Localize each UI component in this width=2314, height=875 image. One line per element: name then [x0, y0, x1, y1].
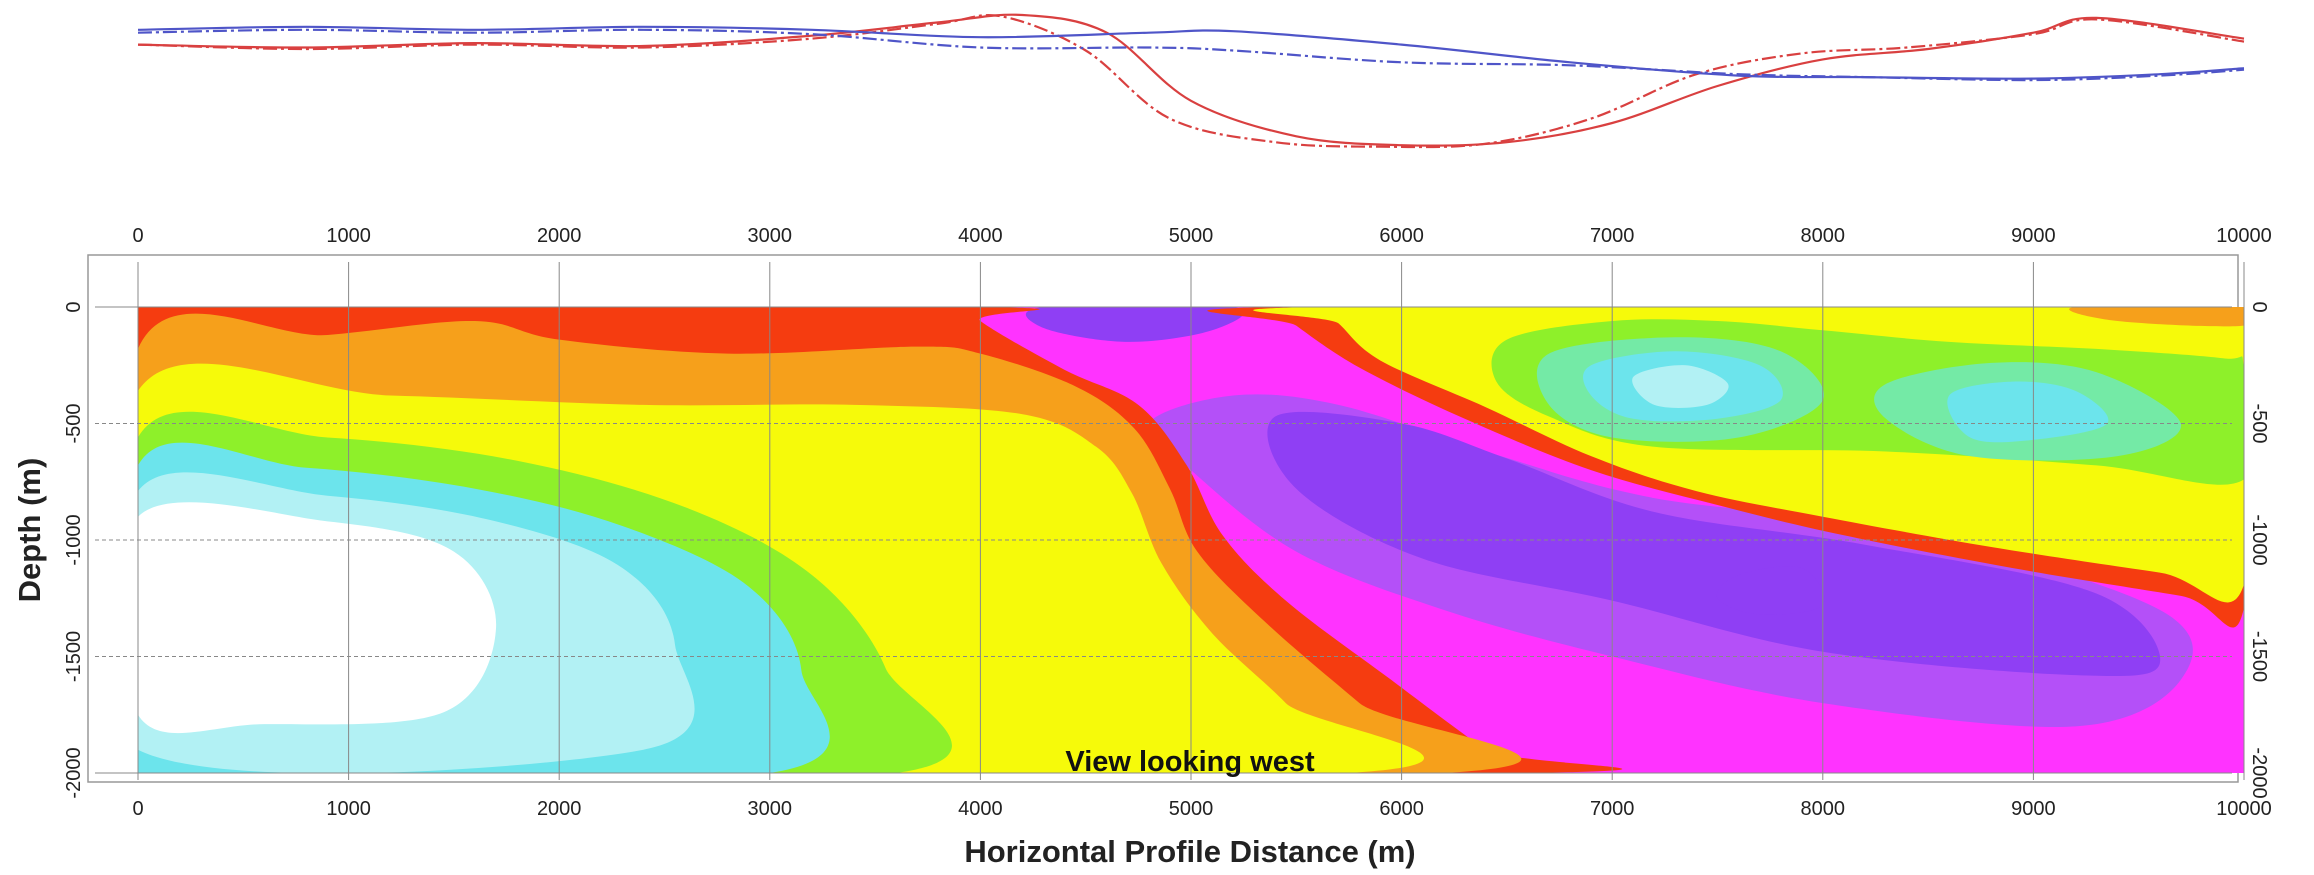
x-tick-label-top: 1000: [326, 225, 371, 247]
heatmap-region-cyan-pocket-b: [1947, 381, 2109, 443]
x-tick-labels-top: 0 1000 2000 3000 4000 5000 6000 7000 8000 9000 100…: [132, 225, 2271, 247]
y-tick-label-right: -1500: [2248, 631, 2270, 682]
x-tick-label-top: 10000: [2216, 225, 2272, 247]
x-tick-label-top: 9000: [2011, 225, 2056, 247]
x-tick-label-bottom: 10000: [2216, 798, 2272, 820]
x-tick-label-bottom: 9000: [2011, 798, 2056, 820]
profile-line-plot: [137, 13, 2245, 149]
x-tick-label-top: 8000: [1801, 225, 1846, 247]
y-axis-title: Depth (m): [12, 458, 47, 603]
y-tick-label-left: -1000: [63, 514, 85, 565]
y-tick-label-left: -500: [63, 403, 85, 443]
heatmap-region-orange-corner: [2069, 307, 2244, 327]
profile-line-1: [137, 13, 2245, 147]
x-tick-label-top: 6000: [1379, 225, 1424, 247]
heatmap-contour-regions: [138, 307, 2244, 773]
x-axis-title: Horizontal Profile Distance (m): [964, 834, 1415, 869]
heatmap-region-light-cyan-pocket-a: [1632, 365, 1729, 408]
x-tick-label-bottom: 3000: [748, 798, 793, 820]
heatmap-region-white-core: [138, 502, 497, 734]
profile-line-3: [137, 25, 2245, 80]
y-tick-label-left: -2000: [63, 747, 85, 798]
x-tick-label-bottom: 4000: [958, 798, 1003, 820]
x-tick-label-top: 3000: [748, 225, 793, 247]
x-tick-label-bottom: 6000: [1379, 798, 1424, 820]
y-tick-label-right: -2000: [2248, 747, 2270, 798]
x-tick-labels-bottom: 0 1000 2000 3000 4000 5000 6000 7000 8000 9000 100…: [132, 798, 2271, 820]
heatmap-region-deep-violet: [1267, 411, 2161, 677]
x-tick-label-bottom: 2000: [537, 798, 582, 820]
heatmap-region-violet-patch: [1025, 307, 1245, 342]
x-tick-label-top: 4000: [958, 225, 1003, 247]
y-tick-label-right: -500: [2248, 403, 2270, 443]
heatmap-region-deep-violet-spot: [1716, 566, 1825, 615]
y-tick-labels-right: 0 -500 -1000 -1500 -2000: [2248, 301, 2270, 798]
profile-line-2: [137, 14, 2245, 149]
y-tick-labels-left: 0 -500 -1000 -1500 -2000: [63, 301, 85, 798]
y-tick-label-left: -1500: [63, 631, 85, 682]
x-tick-label-bottom: 5000: [1169, 798, 1214, 820]
x-tick-label-top: 5000: [1169, 225, 1214, 247]
y-tick-label-right: 0: [2248, 301, 2270, 312]
x-tick-label-bottom: 7000: [1590, 798, 1635, 820]
heatmap-gridlines: [95, 262, 2245, 780]
y-tick-label-left: 0: [63, 301, 85, 312]
x-tick-label-top: 2000: [537, 225, 582, 247]
x-tick-label-bottom: 1000: [326, 798, 371, 820]
profile-line-4: [137, 28, 2245, 82]
x-tick-label-top: 7000: [1590, 225, 1635, 247]
x-tick-label-bottom: 0: [132, 798, 143, 820]
view-annotation: View looking west: [1065, 746, 1315, 778]
x-tick-label-bottom: 8000: [1801, 798, 1846, 820]
y-tick-label-right: -1000: [2248, 514, 2270, 565]
x-tick-label-top: 0: [132, 225, 143, 247]
